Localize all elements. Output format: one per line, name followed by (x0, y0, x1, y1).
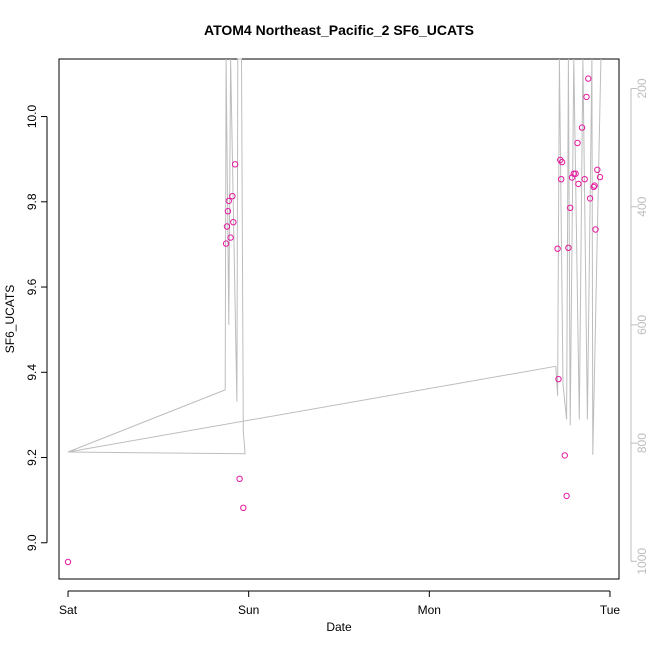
data-point (225, 197, 233, 205)
data-point (575, 180, 582, 188)
line-layer (67, 58, 602, 455)
data-point (590, 183, 597, 191)
data-point (558, 176, 565, 183)
data-point (222, 240, 230, 247)
data-point (229, 193, 236, 200)
data-point (236, 475, 243, 482)
data-point (581, 176, 588, 183)
x-tick-label: Sat (59, 603, 78, 617)
data-point (563, 492, 570, 500)
data-point (574, 139, 581, 147)
data-point (591, 182, 598, 189)
y-tick-label: 9.4 (25, 364, 39, 381)
y-tick-label: 10.0 (25, 104, 39, 128)
data-point (231, 161, 239, 168)
data-point (240, 504, 247, 511)
point-layer (64, 75, 604, 566)
x-tick-label: Mon (418, 603, 441, 617)
data-point (594, 166, 601, 174)
y-right-tick-label: 200 (635, 78, 649, 98)
data-point (64, 558, 72, 566)
data-point (592, 226, 599, 233)
chart-title: ATOM4 Northeast_Pacific_2 SF6_UCATS (204, 22, 474, 38)
y-right-tick-label: 1000 (635, 548, 649, 575)
data-point (578, 124, 586, 131)
data-point (596, 173, 604, 181)
data-point (568, 174, 576, 181)
y-tick-label: 9.6 (25, 278, 39, 295)
y-tick-label: 9.8 (25, 193, 39, 210)
y-right-tick-label: 600 (635, 315, 649, 335)
data-point (585, 75, 592, 82)
y-tick-label: 9.0 (25, 534, 39, 551)
y-axis-left: 9.0 9.2 9.4 9.6 9.8 10.0 (25, 104, 48, 551)
data-point (570, 170, 577, 177)
plot-frame (58, 58, 620, 580)
pressure-line (67, 58, 602, 455)
data-point (558, 158, 566, 166)
x-axis: Sat Sun Mon Tue (59, 590, 621, 617)
data-point (561, 452, 568, 459)
x-tick-label: Sun (238, 603, 259, 617)
data-point (555, 375, 562, 383)
data-point (554, 245, 561, 252)
data-point (224, 208, 232, 215)
x-axis-label: Date (326, 620, 352, 634)
y-right-tick-label: 400 (635, 196, 649, 216)
data-point (223, 223, 231, 230)
x-tick-label: Tue (600, 603, 621, 617)
data-point (586, 195, 594, 202)
data-point (572, 170, 579, 177)
y-axis-right: 200 400 600 800 1000 (630, 78, 649, 575)
y-tick-label: 9.2 (25, 449, 39, 466)
data-point (565, 244, 572, 252)
data-point (583, 93, 590, 101)
data-point (230, 219, 237, 226)
y-axis-label: SF6_UCATS (3, 285, 17, 353)
data-point (227, 234, 234, 241)
y-right-tick-label: 800 (635, 433, 649, 453)
data-point (567, 204, 574, 212)
